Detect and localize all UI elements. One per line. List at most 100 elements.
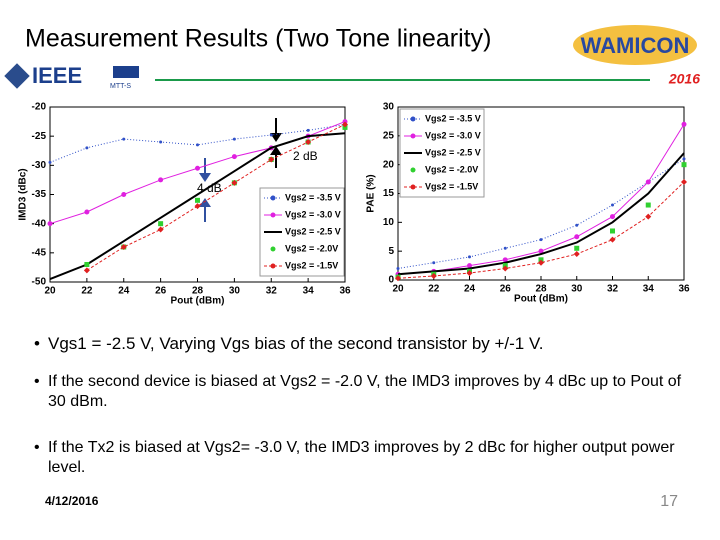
marker: [574, 245, 580, 251]
marker: [575, 223, 579, 227]
y-tick-label: -30: [32, 160, 47, 171]
marker: [159, 140, 163, 144]
marker: [681, 178, 687, 185]
arrow-head: [270, 133, 282, 142]
marker: [538, 248, 544, 254]
marker: [610, 214, 615, 220]
marker: [122, 137, 126, 141]
y-tick-label: -50: [32, 277, 47, 288]
marker: [609, 236, 616, 243]
marker: [306, 128, 310, 132]
marker: [342, 121, 348, 128]
x-tick-label: 26: [500, 284, 512, 295]
y-tick-label: 0: [388, 275, 394, 286]
marker: [466, 270, 473, 277]
y-tick-label: -45: [32, 247, 47, 258]
marker: [682, 157, 686, 161]
marker: [645, 202, 651, 208]
series-line: [397, 152, 685, 276]
mtts-logo: [113, 66, 139, 78]
x-tick-label: 32: [266, 286, 278, 297]
marker: [681, 162, 687, 168]
marker: [467, 263, 472, 269]
marker: [196, 143, 199, 147]
marker: [157, 226, 164, 233]
marker: [84, 209, 90, 215]
marker: [610, 228, 615, 234]
legend-label: Vgs2 = -2.5 V: [285, 226, 341, 236]
marker: [158, 221, 164, 227]
x-tick-label: 30: [229, 286, 241, 297]
marker: [395, 275, 401, 282]
marker: [539, 238, 543, 242]
marker: [396, 266, 400, 270]
y-tick-label: 25: [383, 130, 395, 141]
x-tick-label: 22: [81, 286, 93, 297]
x-tick-label: 20: [44, 286, 56, 297]
x-axis-label: Pout (dBm): [171, 296, 225, 307]
page-number: 17: [660, 493, 678, 510]
y-axis-label: IMD3 (dBc): [18, 168, 29, 220]
marker: [268, 156, 275, 163]
marker: [48, 160, 52, 164]
y-tick-label: 10: [383, 217, 395, 228]
y-axis-label: PAE (%): [366, 174, 377, 212]
bullet: Vgs1 = -2.5 V, Varying Vgs bias of the s…: [34, 334, 698, 354]
series-line: [49, 132, 346, 281]
x-tick-label: 20: [392, 284, 404, 295]
legend-label: Vgs2 = -1.5V: [285, 260, 338, 270]
marker: [574, 234, 580, 240]
marker: [121, 192, 127, 197]
x-axis-label: Pout (dBm): [514, 294, 568, 305]
brand-logo: [573, 25, 697, 65]
y-tick-label: -40: [32, 218, 47, 229]
legend-marker: [410, 184, 416, 190]
marker: [83, 267, 90, 274]
marker: [432, 261, 436, 265]
marker: [231, 154, 237, 160]
marker: [85, 146, 89, 150]
series-line: [397, 181, 685, 279]
marker: [503, 246, 507, 250]
marker: [232, 137, 236, 141]
y-tick-label: 20: [383, 159, 395, 170]
legend-label: Vgs2 = -1.5V: [425, 181, 478, 191]
marker: [158, 177, 164, 183]
x-tick-label: 28: [192, 286, 204, 297]
legend-marker: [410, 116, 416, 122]
legend-marker: [270, 246, 276, 252]
legend-marker: [410, 133, 416, 139]
legend-marker: [270, 195, 276, 201]
ieee-logo: [4, 63, 30, 89]
x-tick-label: 34: [303, 286, 315, 297]
x-tick-label: 28: [535, 284, 547, 295]
x-tick-label: 32: [607, 284, 619, 295]
series-line: [397, 158, 685, 269]
marker: [645, 179, 651, 185]
marker: [573, 251, 580, 258]
x-tick-label: 36: [678, 284, 690, 295]
legend-marker: [270, 212, 276, 218]
y-tick-label: 15: [383, 188, 395, 199]
x-tick-label: 36: [339, 286, 351, 297]
year: 2016: [668, 71, 700, 87]
marker: [538, 259, 544, 266]
annotation: 2 dB: [293, 149, 318, 163]
y-tick-label: -35: [32, 189, 47, 200]
marker: [468, 255, 471, 259]
legend-box: [399, 108, 485, 198]
title: Measurement Results (Two Tone linearity): [25, 25, 491, 53]
marker: [502, 265, 509, 272]
arrow-head: [199, 173, 211, 182]
bullet: If the Tx2 is biased at Vgs2= -3.0 V, th…: [34, 438, 698, 478]
marker: [305, 139, 312, 145]
legend-label: Vgs2 = -2.0V: [285, 243, 338, 253]
legend-label: Vgs2 = -3.5 V: [425, 113, 481, 123]
marker: [194, 203, 201, 210]
marker: [84, 262, 90, 267]
legend-label: Vgs2 = -3.0 V: [285, 209, 341, 219]
x-tick-label: 26: [155, 286, 167, 297]
marker: [502, 257, 508, 263]
